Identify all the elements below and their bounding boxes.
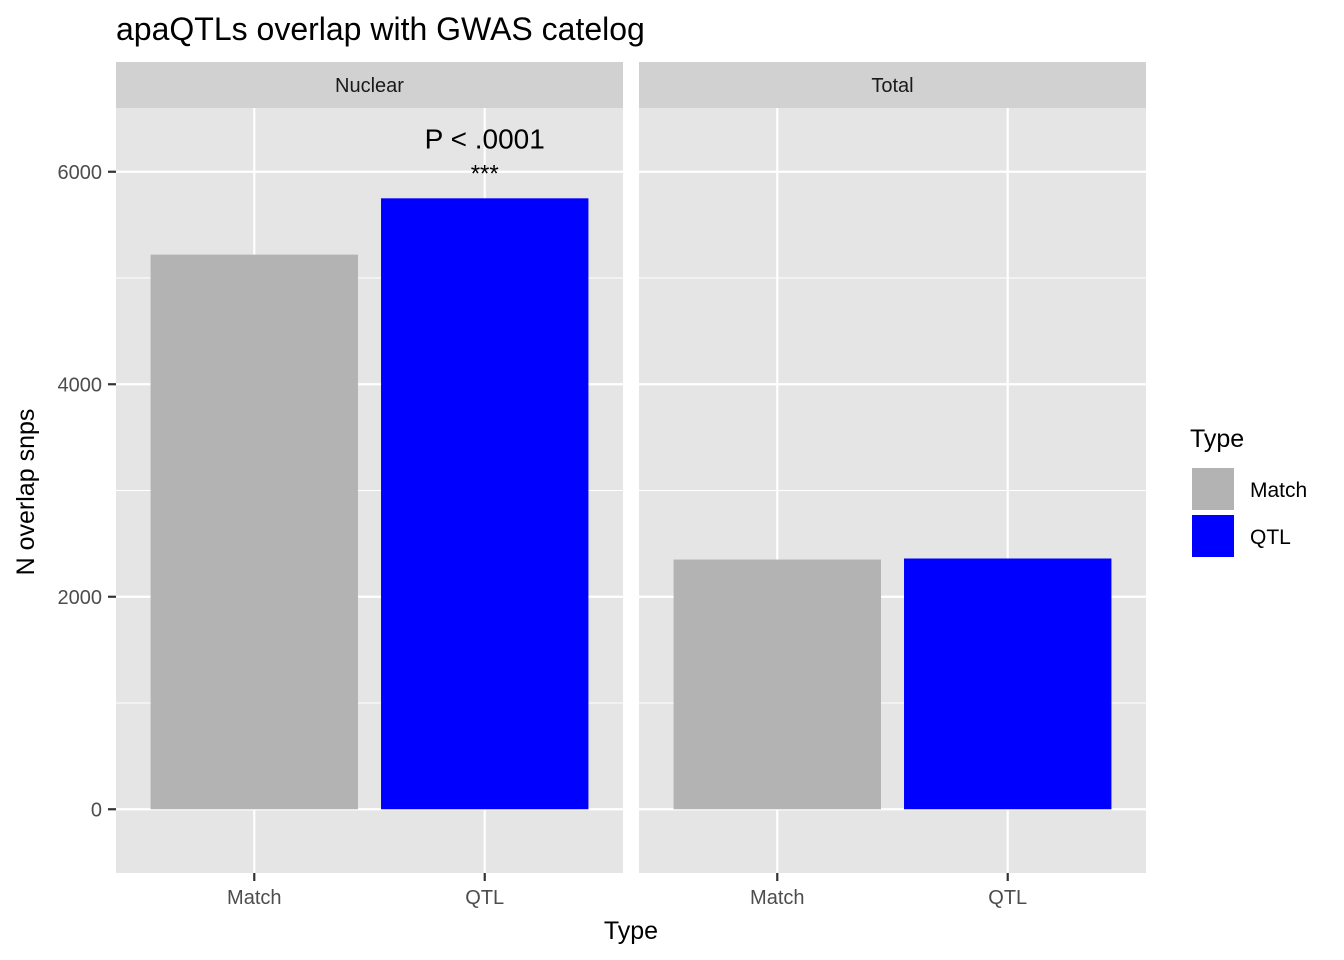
y-axis-title: N overlap snps [12,409,40,576]
legend-title: Type [1190,425,1244,453]
y-tick-label: 6000 [58,162,103,184]
bar-total-match [673,559,881,810]
panel-total: Total Match QTL [639,62,1146,909]
legend-entries: Match QTL [1192,468,1307,557]
legend: Type Match QTL [1190,425,1307,557]
panel-nuclear: Nuclear Match QTL P < .0001 *** [116,62,623,909]
y-axis: 0 2000 4000 6000 [58,162,116,821]
bar-nuclear-qtl [381,198,589,810]
facet-strip [639,62,1146,108]
annotation-pvalue: P < .0001 [425,123,545,154]
x-tick-label: Match [227,887,281,909]
bar-nuclear-match [150,254,358,810]
x-tick-label: QTL [465,887,504,909]
facet-label: Total [871,75,913,97]
annotation-stars: *** [471,160,499,187]
plot-area: Nuclear Match QTL P < .0001 *** Total Match QTL… [58,62,1146,909]
facet-strip [116,62,623,108]
chart-title: apaQTLs overlap with GWAS catelog [116,11,645,47]
legend-swatch-qtl [1192,515,1234,557]
x-axis-title: Type [604,917,658,945]
legend-label-qtl: QTL [1250,526,1291,549]
facet-label: Nuclear [335,75,404,97]
panels: Nuclear Match QTL P < .0001 *** Total Match QTL [116,62,1146,909]
y-tick-label: 2000 [58,587,103,609]
y-tick-label: 0 [91,799,102,821]
legend-swatch-match [1192,468,1234,510]
x-tick-label: Match [750,887,804,909]
x-tick-label: QTL [988,887,1027,909]
bar-total-qtl [904,558,1112,810]
legend-label-match: Match [1250,479,1307,502]
y-tick-label: 4000 [58,374,103,396]
